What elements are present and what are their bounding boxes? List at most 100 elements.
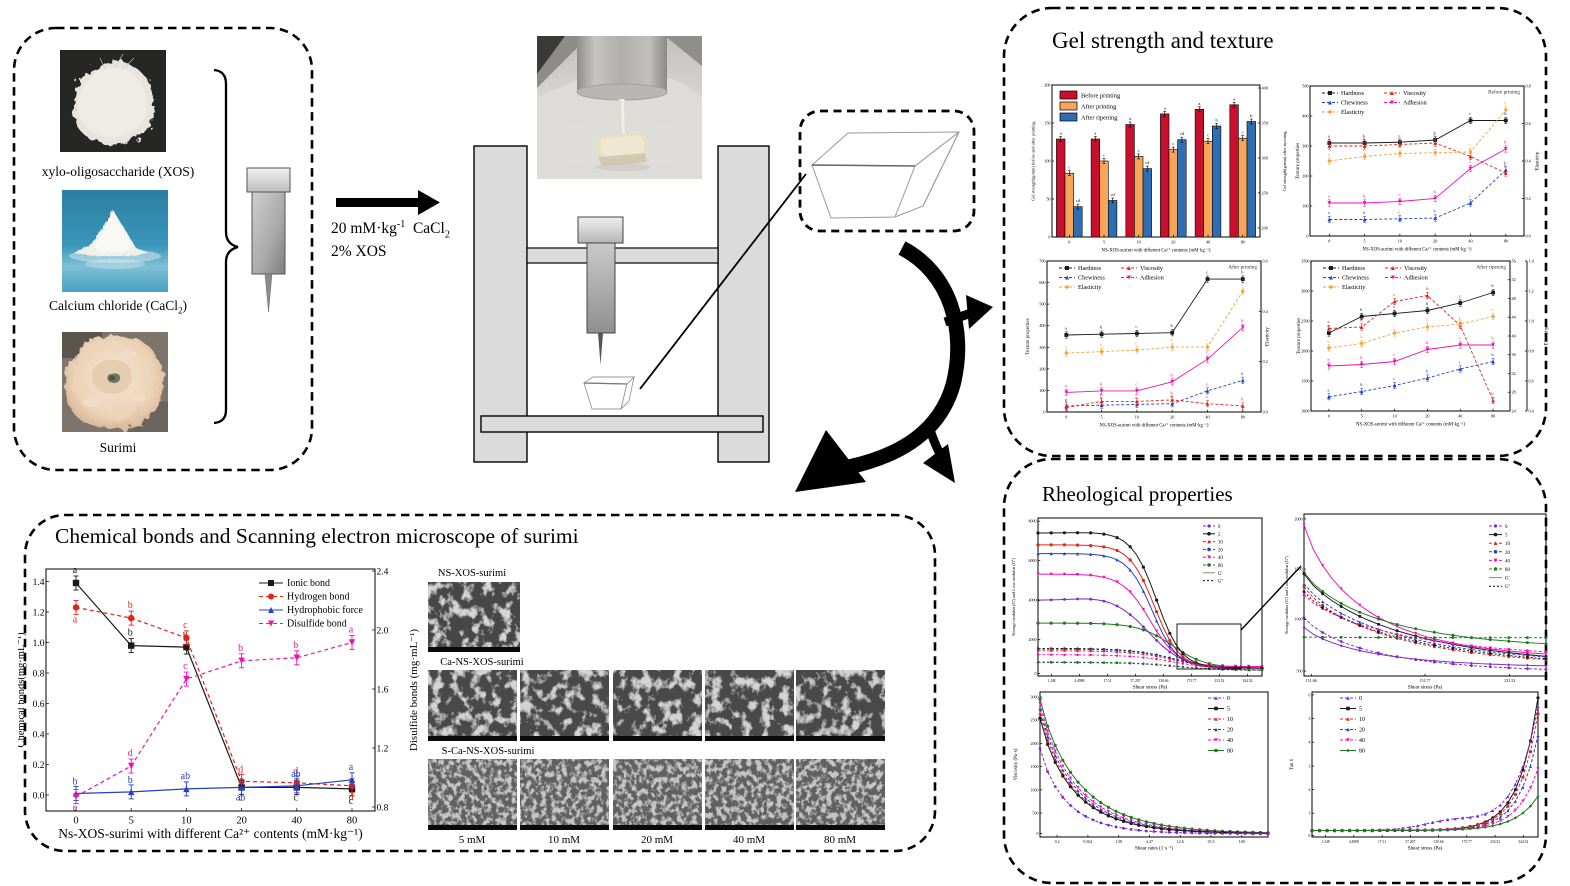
- svg-text:b: b: [293, 640, 298, 651]
- svg-text:ab: ab: [291, 769, 300, 780]
- svg-text:200: 200: [1302, 173, 1308, 178]
- svg-text:c: c: [1135, 341, 1137, 346]
- svg-text:b: b: [1434, 134, 1437, 139]
- svg-text:57.207: 57.207: [1405, 840, 1415, 844]
- svg-text:1500: 1500: [1031, 764, 1039, 769]
- svg-text:c: c: [1207, 133, 1209, 138]
- svg-text:c: c: [1206, 270, 1208, 275]
- svg-text:400: 400: [1302, 113, 1308, 118]
- svg-text:b: b: [1241, 396, 1244, 401]
- svg-text:80: 80: [1227, 749, 1233, 755]
- svg-text:Tan δ: Tan δ: [1290, 758, 1295, 770]
- svg-text:1.4: 1.4: [1529, 258, 1535, 263]
- svg-text:Hardness: Hardness: [1342, 265, 1366, 272]
- svg-text:Shear stress (Pa): Shear stress (Pa): [1408, 845, 1443, 852]
- svg-text:4.4988: 4.4988: [1349, 840, 1359, 844]
- svg-text:1000: 1000: [1295, 617, 1303, 622]
- svg-text:b: b: [128, 775, 133, 786]
- svg-text:0.4: 0.4: [1529, 408, 1535, 413]
- svg-text:Elasticity: Elasticity: [1078, 284, 1102, 291]
- svg-text:500: 500: [1302, 83, 1308, 88]
- svg-text:80: 80: [1241, 239, 1245, 244]
- svg-text:12.6: 12.6: [1177, 839, 1184, 844]
- svg-text:a: a: [1065, 396, 1067, 401]
- svg-text:80: 80: [1491, 413, 1495, 418]
- svg-text:0.2: 0.2: [1526, 196, 1531, 201]
- svg-text:20: 20: [1227, 728, 1233, 734]
- svg-text:After ripening: After ripening: [1476, 264, 1506, 271]
- svg-text:Hydrogen bond: Hydrogen bond: [287, 592, 350, 603]
- svg-text:57.207: 57.207: [1130, 679, 1140, 683]
- svg-text:80: 80: [1505, 568, 1511, 573]
- svg-text:100: 100: [1044, 158, 1050, 163]
- svg-text:0.0: 0.0: [1526, 233, 1531, 238]
- svg-text:a: a: [1164, 105, 1166, 110]
- svg-text:1000: 1000: [1031, 787, 1039, 792]
- svg-text:c: c: [1398, 209, 1400, 214]
- svg-text:32: 32: [1512, 371, 1516, 376]
- svg-text:c: c: [183, 620, 188, 631]
- svg-text:b: b: [1426, 318, 1429, 323]
- svg-text:28: 28: [1512, 390, 1516, 395]
- svg-text:500: 500: [1297, 669, 1303, 674]
- svg-text:10: 10: [1135, 414, 1139, 419]
- svg-text:b: b: [73, 776, 78, 787]
- svg-text:5: 5: [1218, 533, 1221, 538]
- svg-text:a: a: [1094, 130, 1096, 135]
- svg-text:b: b: [1171, 372, 1174, 377]
- svg-text:80 mM: 80 mM: [824, 834, 856, 846]
- svg-text:40: 40: [1359, 738, 1365, 744]
- svg-text:344.52: 344.52: [1242, 679, 1252, 683]
- svg-text:b: b: [1360, 307, 1363, 312]
- svg-text:b: b: [128, 628, 133, 639]
- svg-text:10: 10: [1392, 413, 1396, 418]
- svg-text:10: 10: [181, 816, 192, 827]
- svg-text:3: 3: [1308, 763, 1310, 768]
- svg-text:Ionic bond: Ionic bond: [287, 578, 330, 589]
- svg-text:0.2: 0.2: [1055, 839, 1060, 844]
- svg-text:Viscosity: Viscosity: [1403, 90, 1427, 97]
- svg-text:c: c: [1469, 143, 1471, 148]
- svg-text:400: 400: [1039, 323, 1045, 328]
- svg-text:344.52: 344.52: [1518, 840, 1528, 844]
- svg-text:a: a: [1065, 344, 1067, 349]
- svg-text:ab: ab: [236, 792, 245, 803]
- svg-text:5: 5: [1103, 239, 1105, 244]
- svg-text:10 mM: 10 mM: [548, 834, 580, 846]
- svg-text:3000: 3000: [1301, 288, 1309, 293]
- svg-text:c: c: [1206, 381, 1208, 386]
- svg-text:0.4: 0.4: [1263, 309, 1269, 314]
- svg-text:0.8: 0.8: [33, 669, 45, 679]
- svg-text:20: 20: [1505, 551, 1511, 556]
- svg-text:1: 1: [1308, 811, 1310, 816]
- svg-text:b: b: [1360, 334, 1363, 339]
- svg-text:b: b: [1426, 301, 1429, 306]
- svg-text:a: a: [1328, 210, 1330, 215]
- svg-text:2000: 2000: [1301, 348, 1309, 353]
- svg-text:0.2: 0.2: [1263, 359, 1268, 364]
- svg-text:a: a: [1065, 325, 1067, 330]
- svg-text:0: 0: [1065, 414, 1067, 419]
- svg-text:2.4: 2.4: [377, 567, 389, 577]
- svg-text:Texture properties: Texture properties: [1296, 143, 1301, 179]
- svg-text:1.348: 1.348: [1322, 840, 1330, 844]
- svg-text:4000: 4000: [1029, 598, 1037, 603]
- svg-text:b: b: [1426, 369, 1429, 374]
- svg-text:G': G': [1505, 577, 1510, 582]
- svg-text:a: a: [349, 625, 354, 636]
- svg-text:3500: 3500: [1301, 258, 1309, 263]
- svg-text:0: 0: [1308, 833, 1310, 838]
- svg-text:b: b: [1100, 325, 1103, 330]
- svg-text:175.77: 175.77: [1462, 840, 1472, 844]
- svg-text:Storage modulus (G') and Loss: Storage modulus (G') and Loss modulus (G…: [1284, 556, 1289, 634]
- svg-text:5: 5: [1359, 707, 1362, 713]
- svg-text:d: d: [238, 764, 243, 775]
- svg-text:c: c: [1398, 144, 1400, 149]
- svg-text:cd: cd: [1180, 131, 1185, 136]
- svg-text:1.6: 1.6: [377, 685, 389, 695]
- svg-text:Chemical bonds(mg·mL⁻¹): Chemical bonds(mg·mL⁻¹): [18, 632, 27, 748]
- svg-text:S-Ca-NS-XOS-surimi: S-Ca-NS-XOS-surimi: [442, 746, 535, 757]
- svg-text:Viscosity: Viscosity: [1404, 265, 1428, 272]
- svg-text:Shear rates (1·s⁻¹): Shear rates (1·s⁻¹): [1135, 845, 1174, 852]
- svg-text:20: 20: [1433, 238, 1437, 243]
